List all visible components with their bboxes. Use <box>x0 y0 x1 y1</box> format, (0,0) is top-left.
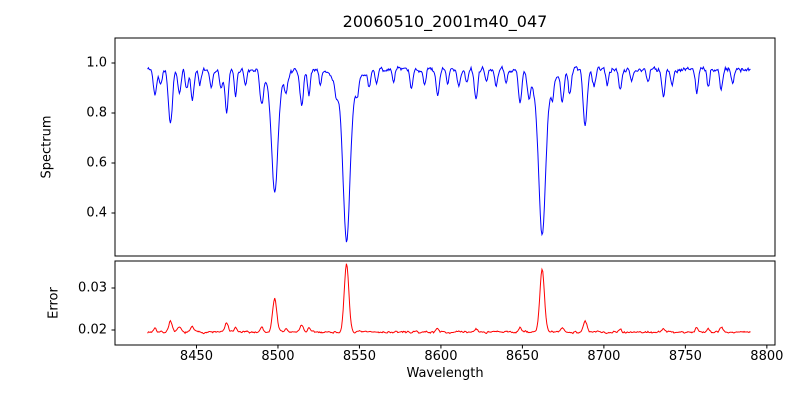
x-tick-label: 8600 <box>424 349 457 364</box>
error-line <box>147 263 751 335</box>
spectrum-line <box>147 65 751 243</box>
y-tick-label: 0.02 <box>78 323 107 338</box>
x-tick-label: 8650 <box>506 349 539 364</box>
x-tick-label: 8800 <box>750 349 783 364</box>
spectrum-y-axis-label: Spectrum <box>39 115 55 179</box>
y-tick-label: 1.0 <box>86 56 107 71</box>
y-tick-label: 0.4 <box>86 206 107 221</box>
x-tick-label: 8750 <box>669 349 702 364</box>
error-y-axis-label: Error <box>46 287 62 319</box>
error-panel-border <box>114 260 776 346</box>
y-tick-label: 0.03 <box>78 281 107 296</box>
x-tick-label: 8450 <box>180 349 213 364</box>
x-tick-label: 8550 <box>343 349 376 364</box>
chart-title: 20060510_2001m40_047 <box>342 12 548 31</box>
y-tick-label: 0.8 <box>86 106 107 121</box>
spectrum-panel-border <box>114 37 776 257</box>
y-tick-label: 0.6 <box>86 156 107 171</box>
x-tick-label: 8500 <box>261 349 294 364</box>
x-axis-label: Wavelength <box>406 366 484 381</box>
x-tick-label: 8700 <box>587 349 620 364</box>
